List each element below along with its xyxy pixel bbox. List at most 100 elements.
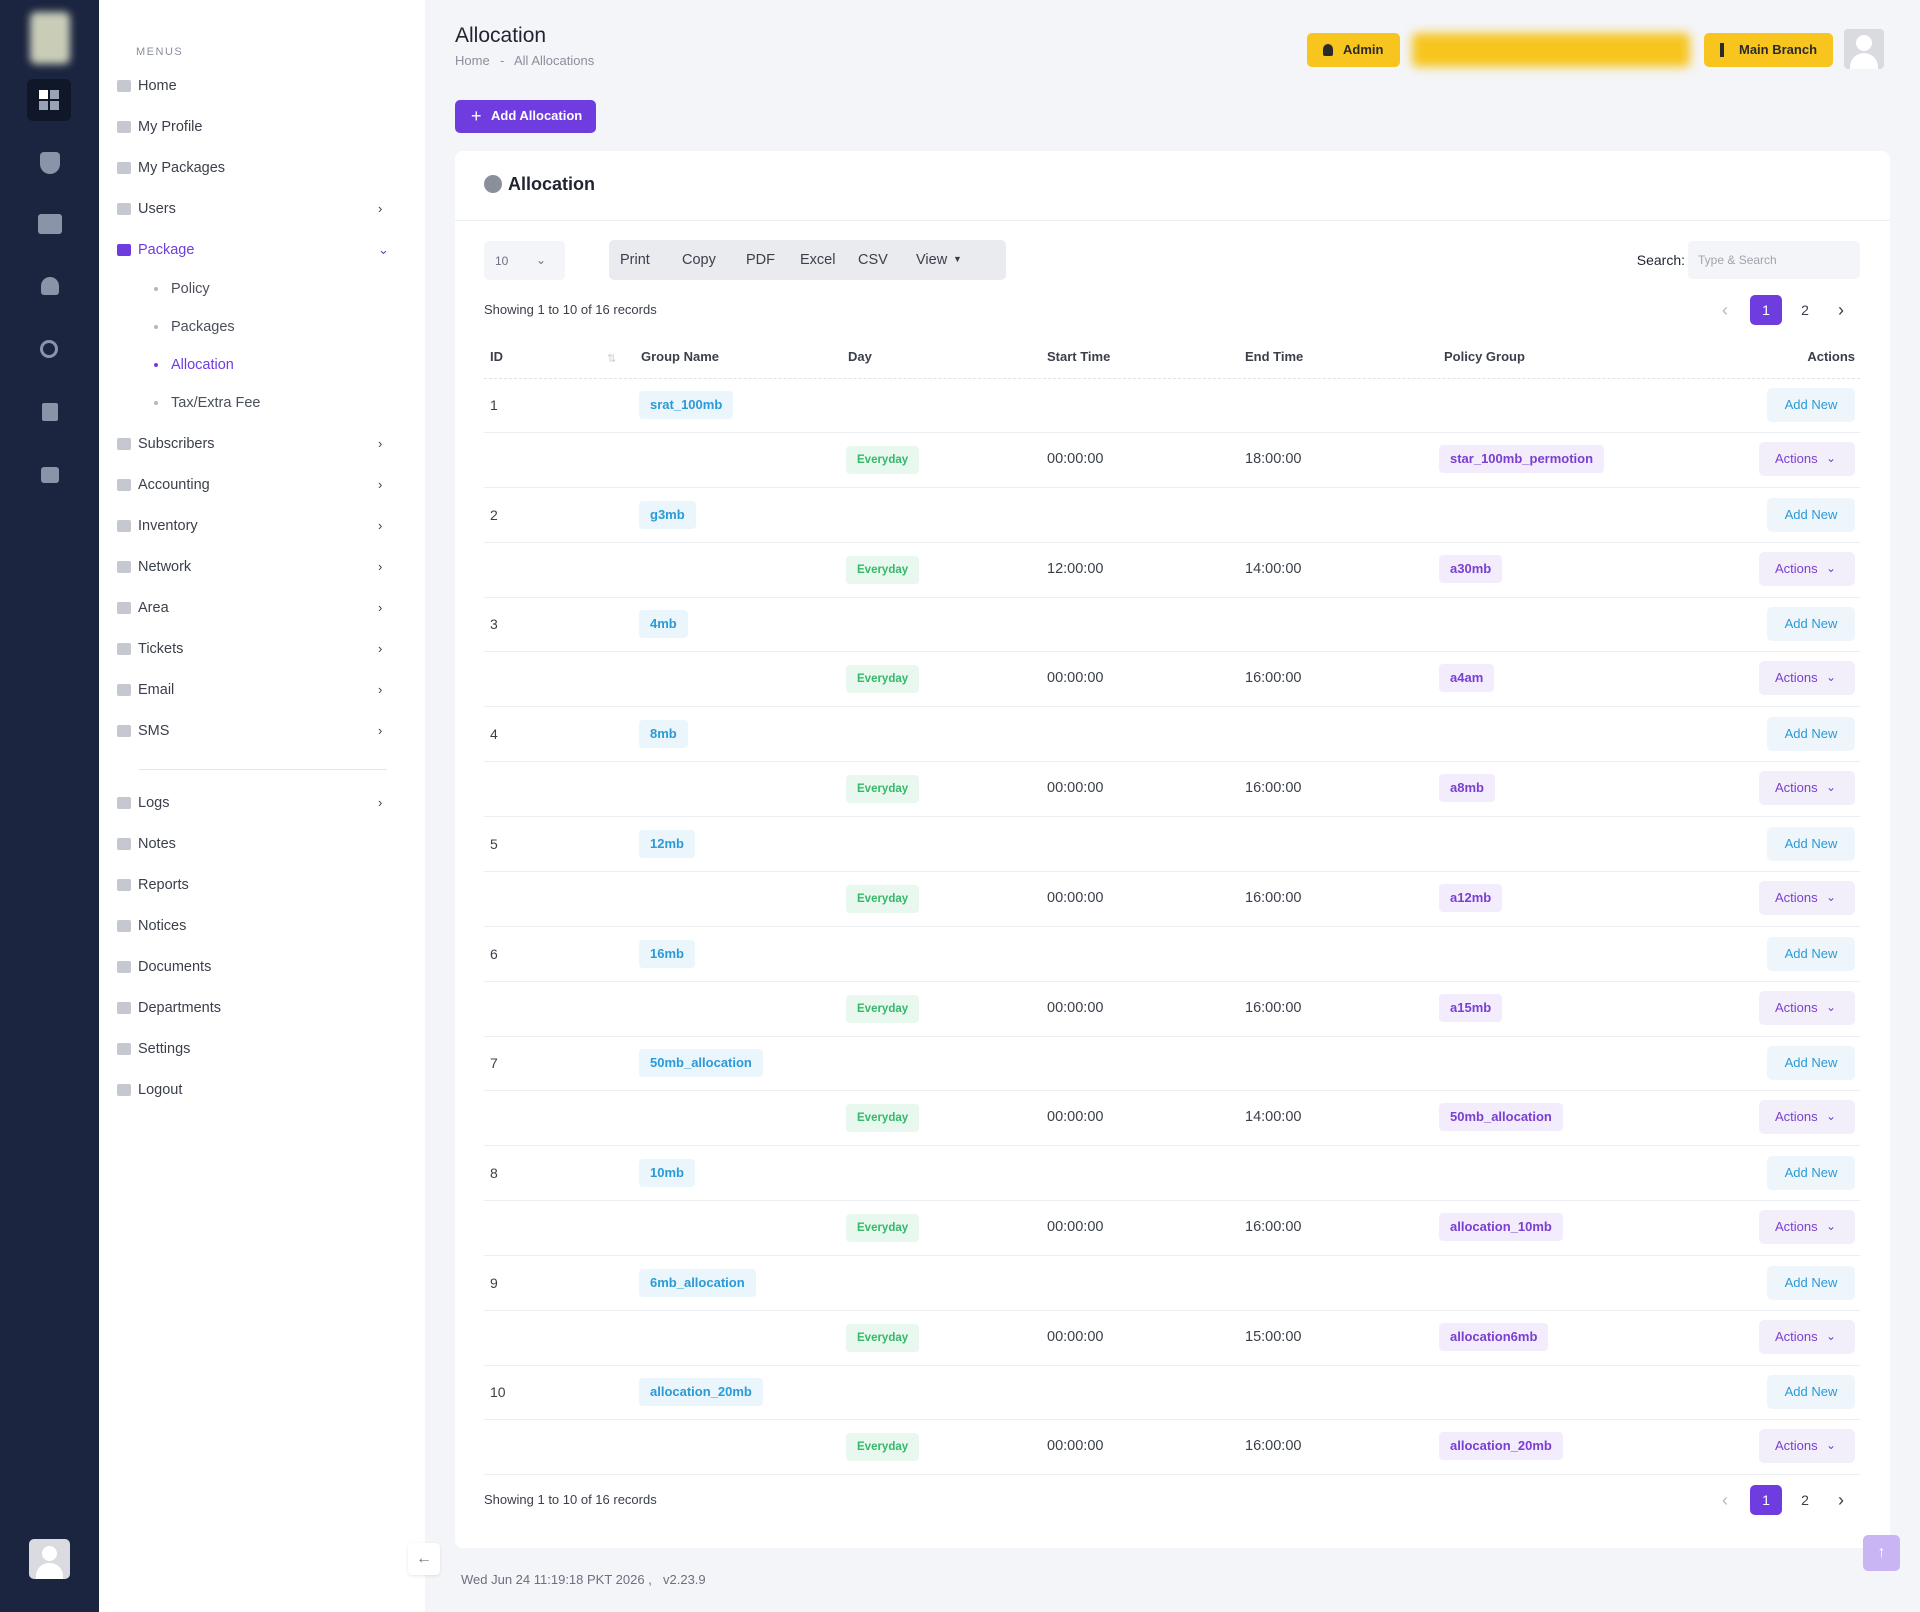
menu-icon [117,879,131,891]
pagination-prev[interactable]: ‹ [1722,1490,1728,1510]
policy-badge: a4am [1439,664,1495,693]
menu-item[interactable]: Notes [138,836,176,852]
menu-item[interactable]: My Packages [138,160,226,176]
page-length-select[interactable]: 10 ⌄ [484,241,565,280]
start-time: 00:00:00 [1047,1438,1104,1455]
row-id: 1 [490,397,498,413]
column-header: Group Name [641,349,720,364]
search-input[interactable]: Type & Search [1688,241,1860,279]
header-avatar[interactable] [1844,29,1884,69]
actions-caret: ⌄ [1826,670,1837,685]
add-new-button[interactable]: Add New [1767,717,1855,752]
menu-chevron: › [378,682,383,697]
menu-item[interactable]: SMS [138,723,170,739]
submenu-item[interactable]: Packages [171,319,235,335]
submenu-item[interactable]: Allocation [171,357,234,373]
rail-active[interactable] [27,79,71,121]
icon [36,1563,63,1579]
rail-icon[interactable] [42,403,58,421]
menu-item[interactable]: Settings [138,1041,191,1057]
menu-item[interactable]: Notices [138,918,187,934]
add-new-button[interactable]: Add New [1767,936,1855,971]
add-allocation-button[interactable]: + Add Allocation [455,100,596,133]
actions-dropdown[interactable]: Actions ⌄ [1759,1429,1855,1464]
pagination-page[interactable]: 2 [1801,302,1809,318]
pagination-page[interactable]: 1 [1750,1485,1782,1515]
icon [39,101,48,110]
branch-button[interactable]: Main Branch [1704,33,1833,67]
add-new-button[interactable]: Add New [1767,607,1855,642]
footer-version: v2.23.9 [663,1572,706,1587]
export-button[interactable]: Excel [800,252,836,268]
menu-item[interactable]: Package [138,242,195,258]
menu-chevron: › [378,436,383,451]
pagination-next[interactable]: › [1838,300,1844,320]
submenu-dot [154,287,158,291]
icon [1323,44,1333,56]
pagination-prev[interactable]: ‹ [1722,300,1728,320]
actions-dropdown[interactable]: Actions ⌄ [1759,771,1855,806]
add-new-button[interactable]: Add New [1767,826,1855,861]
add-new-button[interactable]: Add New [1767,1046,1855,1081]
menu-item[interactable]: Area [138,600,169,616]
actions-dropdown[interactable]: Actions ⌄ [1759,1209,1855,1244]
export-button[interactable]: View [916,252,948,268]
export-button[interactable]: Print [620,252,650,268]
menu-item[interactable]: Users [138,201,176,217]
menu-item[interactable]: Email [138,682,175,698]
export-button[interactable]: CSV [858,252,888,268]
menu-item[interactable]: Tickets [138,641,184,657]
menu-item[interactable]: Documents [138,959,212,975]
submenu-item[interactable]: Tax/Extra Fee [171,395,261,411]
row-divider [484,706,1860,708]
actions-caret: ⌄ [1826,1438,1837,1453]
menu-item[interactable]: Departments [138,1000,222,1016]
add-new-button[interactable]: Add New [1767,388,1855,422]
actions-dropdown[interactable]: Actions ⌄ [1759,551,1855,586]
actions-dropdown[interactable]: Actions ⌄ [1759,661,1855,696]
menu-item[interactable]: Logs [138,795,170,811]
menu-icon [117,961,131,973]
breadcrumb-home[interactable]: Home [455,53,490,68]
add-new-button[interactable]: Add New [1767,1155,1855,1190]
menu-item[interactable]: Subscribers [138,436,215,452]
pagination-next[interactable]: › [1838,1490,1844,1510]
rail-icon[interactable] [40,152,60,174]
policy-badge: 50mb_allocation [1439,1103,1563,1132]
export-button[interactable]: PDF [746,252,775,268]
export-button[interactable]: Copy [682,252,716,268]
row-divider [484,487,1860,488]
menu-item[interactable]: Logout [138,1082,183,1098]
actions-dropdown[interactable]: Actions ⌄ [1759,1100,1855,1135]
rail-icon[interactable] [41,467,59,483]
menu-item[interactable]: Network [138,559,192,575]
menu-item[interactable]: Home [138,78,177,94]
menu-item[interactable]: Reports [138,877,189,893]
add-new-button[interactable]: Add New [1767,1375,1855,1410]
rail-icon[interactable] [38,214,62,234]
actions-dropdown[interactable]: Actions ⌄ [1759,880,1855,915]
menu-item[interactable]: Accounting [138,477,210,493]
actions-caret: ⌄ [1826,1328,1837,1343]
rail-icon[interactable] [41,277,59,295]
menu-icon [117,684,131,696]
collapse-sidebar[interactable]: ← [408,1543,440,1575]
menu-item[interactable]: Inventory [138,518,198,534]
menu-item[interactable]: My Profile [138,119,203,135]
actions-dropdown[interactable]: Actions ⌄ [1759,442,1855,476]
actions-dropdown[interactable]: Actions ⌄ [1759,990,1855,1025]
admin-button[interactable]: Admin [1307,33,1400,67]
pagination-page[interactable]: 2 [1801,1492,1809,1508]
add-new-button[interactable]: Add New [1767,1265,1855,1300]
rail-icon[interactable] [40,340,58,358]
menu-icon [117,1002,131,1014]
pagination-page[interactable]: 1 [1750,295,1782,325]
column-header: ID [490,349,503,364]
user-avatar[interactable] [29,1539,70,1579]
row-divider [484,1309,1860,1311]
back-to-top[interactable]: ↑ [1863,1535,1900,1571]
submenu-item[interactable]: Policy [171,281,210,297]
actions-dropdown[interactable]: Actions ⌄ [1759,1319,1855,1354]
add-new-button[interactable]: Add New [1767,497,1855,532]
menu-icon [117,162,131,174]
